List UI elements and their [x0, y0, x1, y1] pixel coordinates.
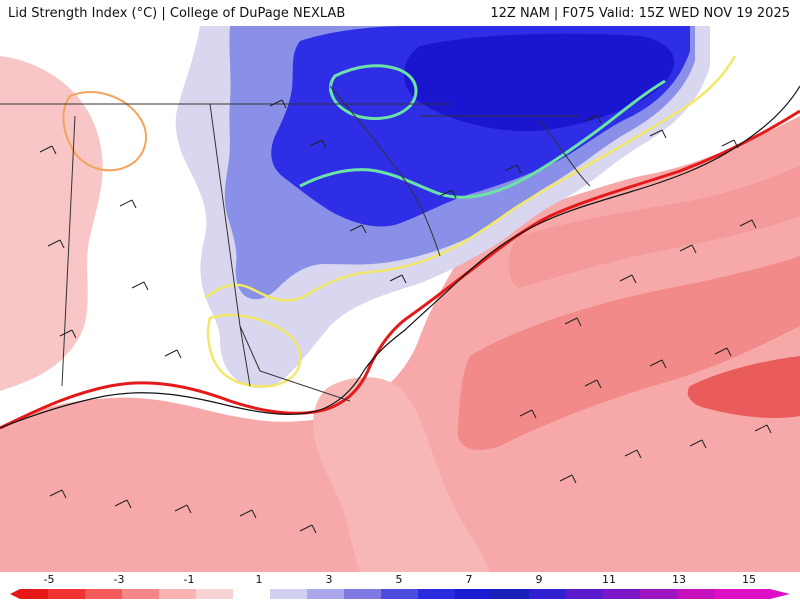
legend-tick-labels: -5 -3 -1 1 3 5 7 9 11 13 15	[44, 573, 756, 586]
legend-swatch	[85, 589, 122, 599]
legend-swatch	[603, 589, 640, 599]
green-contour-north	[329, 64, 418, 121]
wind-barbs	[39, 99, 772, 534]
legend-swatch	[307, 589, 344, 599]
legend-tick-label: 1	[256, 573, 263, 586]
legend-tick-label: 9	[536, 573, 543, 586]
gulf-red-band	[457, 256, 800, 450]
legend-swatch	[455, 589, 492, 599]
legend-swatch	[566, 589, 603, 599]
legend-swatch	[492, 589, 529, 599]
legend-swatch	[344, 589, 381, 599]
coastline	[0, 85, 800, 429]
legend-tick-label: 11	[602, 573, 616, 586]
legend-tick-label: 3	[326, 573, 333, 586]
legend-swatch	[677, 589, 714, 599]
western-pink-area	[0, 56, 103, 391]
legend-swatch	[640, 589, 677, 599]
title-bar: Lid Strength Index (°C) | College of DuP…	[0, 0, 800, 26]
legend-swatch	[381, 589, 418, 599]
state-boundaries	[0, 85, 591, 402]
legend-tick-label: -3	[114, 573, 125, 586]
legend-swatch	[196, 589, 233, 599]
legend-swatch	[122, 589, 159, 599]
yellow-contour-west	[206, 313, 302, 388]
green-contour-line	[299, 79, 666, 199]
legend-swatch	[714, 589, 790, 599]
legend-tick-label: -5	[44, 573, 55, 586]
legend-tick-label: 5	[396, 573, 403, 586]
legend-tick-label: -1	[184, 573, 195, 586]
model-run-label: 12Z NAM | F075 Valid: 15Z WED NOV 19 202…	[490, 6, 790, 21]
legend-swatch	[418, 589, 455, 599]
orange-contour-line	[62, 91, 147, 172]
legend-swatch	[529, 589, 566, 599]
legend-tick-label: 13	[672, 573, 686, 586]
yellow-contour-line	[204, 55, 737, 302]
legend-tick-label: 7	[466, 573, 473, 586]
red-contour-line	[0, 109, 800, 430]
florida-peninsula	[313, 377, 490, 572]
color-scale-legend: -5 -3 -1 1 3 5 7 9 11 13 15	[10, 573, 790, 599]
legend-swatch	[233, 589, 270, 599]
core-blue-area	[404, 33, 675, 132]
legend-tick-label: 15	[742, 573, 756, 586]
lid-strength-map	[0, 26, 800, 572]
strong-red-patch	[687, 356, 800, 419]
legend-swatch	[159, 589, 196, 599]
legend-swatch	[48, 589, 85, 599]
legend-swatch	[270, 589, 307, 599]
legend-swatch	[10, 589, 48, 599]
map-title: Lid Strength Index (°C) | College of DuP…	[8, 6, 346, 21]
legend-swatches	[10, 589, 790, 599]
atlantic-red-band	[508, 166, 800, 288]
